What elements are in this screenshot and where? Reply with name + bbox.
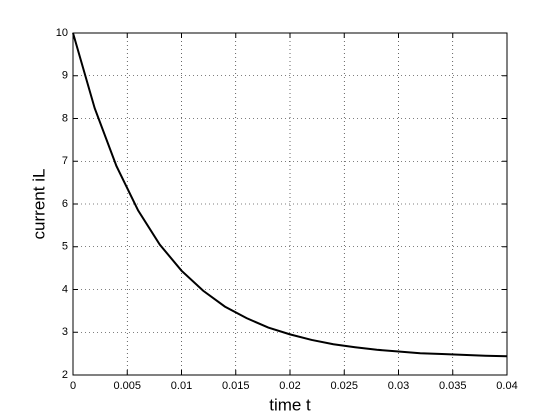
line-series [72, 32, 508, 358]
x-tick-label: 0.04 [496, 380, 517, 392]
x-axis-label: time t [269, 395, 311, 414]
x-tick-label: 0.02 [279, 380, 300, 392]
y-axis-label: current iL [29, 169, 48, 240]
y-tick-label: 4 [62, 283, 68, 295]
y-tick-label: 8 [62, 112, 68, 124]
y-tick-label: 7 [62, 155, 68, 167]
x-tick-label: 0.035 [439, 380, 467, 392]
x-tick-label: 0.01 [171, 380, 192, 392]
y-tick-label: 2 [62, 369, 68, 381]
y-tick-label: 6 [62, 198, 68, 210]
y-tick-label: 10 [56, 27, 68, 39]
x-tick-label: 0 [70, 380, 76, 392]
x-tick-label: 0.015 [222, 380, 250, 392]
plot-frame [72, 32, 508, 376]
y-tick-label: 5 [62, 241, 68, 253]
x-tick-label: 0.005 [113, 380, 141, 392]
y-tick-label: 9 [62, 70, 68, 82]
x-tick-label: 0.025 [330, 380, 358, 392]
y-tick-label: 3 [62, 326, 68, 338]
x-tick-label: 0.03 [388, 380, 409, 392]
